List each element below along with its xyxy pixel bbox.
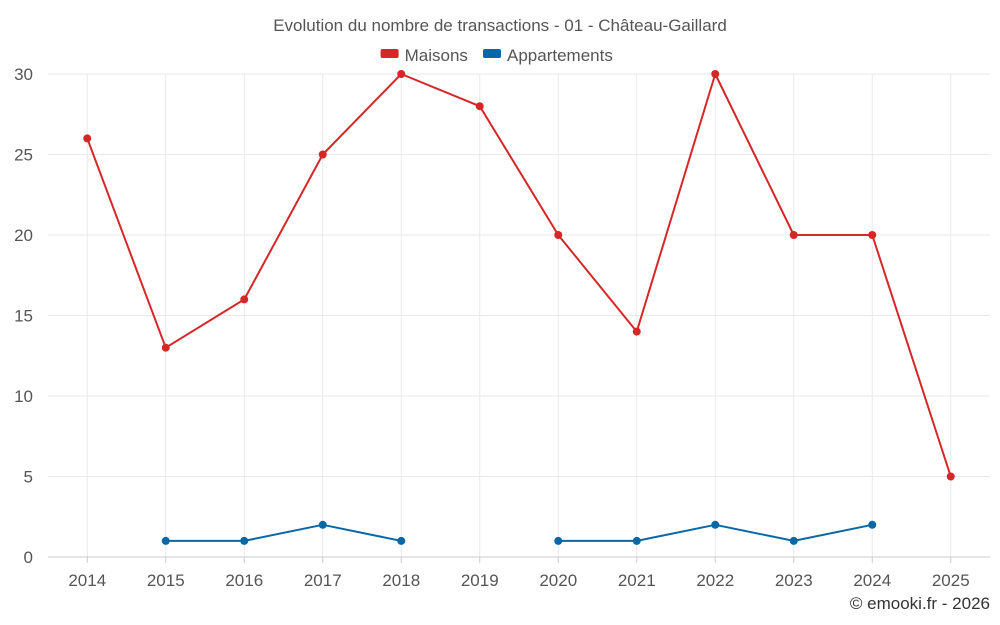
y-tick-label: 20 [14,226,33,245]
data-point-appartements[interactable] [789,536,798,545]
data-point-maisons[interactable] [946,472,955,481]
data-point-maisons[interactable] [868,231,877,239]
y-tick-label: 5 [24,468,33,487]
data-point-appartements[interactable] [632,536,641,545]
series-line-appartements [165,523,402,542]
legend-label: Maisons [405,46,468,65]
data-point-appartements[interactable] [318,520,327,529]
data-point-maisons[interactable] [789,231,798,239]
x-tick-label: 2015 [147,571,185,590]
y-axis: 0 5 10 15 20 25 30 [14,65,33,567]
data-point-maisons[interactable] [83,134,92,143]
x-tick-label: 2020 [539,571,577,590]
chart-title: Evolution du nombre de transactions - 01… [273,16,727,35]
credit-text: © emooki.fr - 2026 [850,594,990,613]
legend-item-maisons[interactable]: Maisons [380,46,468,65]
x-tick-label: 2018 [382,571,420,590]
data-point-appartements[interactable] [711,520,720,529]
legend-swatch [380,49,399,58]
x-tick-label: 2025 [932,571,970,590]
data-point-maisons[interactable] [632,327,641,336]
y-tick-label: 25 [14,146,33,165]
x-axis: 2014 2015 2016 2017 2018 2019 2020 2021 2022 2023… [48,556,990,590]
data-point-appartements[interactable] [240,536,249,545]
x-tick-label: 2017 [304,571,342,590]
x-tick-label: 2023 [775,571,813,590]
data-point-maisons[interactable] [554,231,563,239]
data-point-maisons[interactable] [161,343,170,352]
legend-item-appartements[interactable]: Appartements [483,46,613,65]
data-point-appartements[interactable] [868,520,877,529]
grid [48,73,990,557]
series-line-maisons [86,73,952,477]
x-tick-label: 2016 [225,571,263,590]
x-tick-label: 2024 [853,571,891,590]
data-point-maisons[interactable] [240,295,249,304]
series-layer [83,70,955,545]
x-tick-label: 2019 [461,571,499,590]
data-point-maisons[interactable] [475,102,484,111]
legend: Maisons Appartements [380,46,613,65]
data-point-appartements[interactable] [161,536,170,545]
x-tick-label: 2022 [696,571,734,590]
x-tick-label: 2014 [68,571,106,590]
x-tick-label: 2021 [618,571,656,590]
data-point-maisons[interactable] [318,150,327,159]
y-tick-label: 30 [14,65,33,84]
data-point-appartements[interactable] [554,536,563,545]
legend-label: Appartements [507,46,613,65]
legend-swatch [483,49,501,58]
data-point-maisons[interactable] [397,70,406,78]
y-tick-label: 10 [14,387,33,406]
data-point-maisons[interactable] [711,70,720,78]
data-point-appartements[interactable] [397,536,406,545]
y-tick-label: 0 [24,548,33,567]
y-tick-label: 15 [14,307,33,326]
